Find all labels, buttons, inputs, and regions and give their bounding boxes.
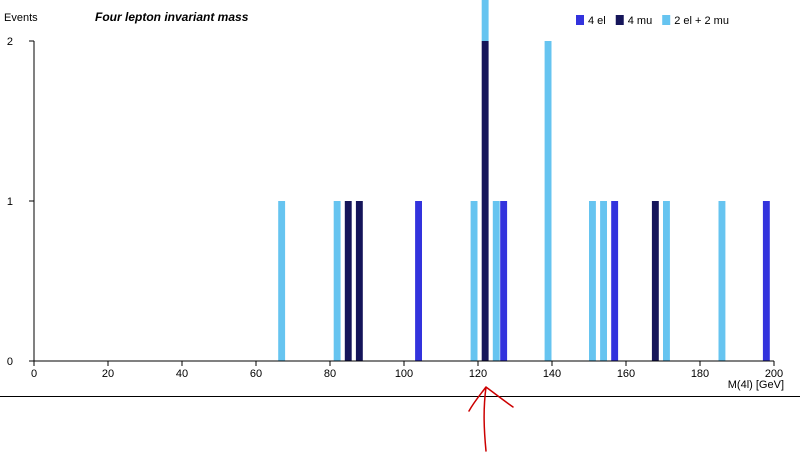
- legend-swatch: [615, 15, 624, 25]
- y-axis-label: Events: [4, 12, 38, 24]
- chart-svg: 0 20 40 60 80 100 120 140 160 180 200 0 1 2 Events Fo…: [4, 0, 784, 391]
- bar-2-el-2-mu: [544, 41, 552, 361]
- bar-4-el: [415, 201, 422, 361]
- x-tick-label: 100: [395, 368, 413, 380]
- y-tick-label: 0: [7, 356, 13, 368]
- bar-2-el-2-mu: [600, 201, 607, 361]
- bar-2-el-2-mu: [278, 201, 286, 361]
- bar-4-mu: [344, 201, 352, 361]
- x-tick-label: 200: [765, 368, 783, 380]
- bar-4-mu: [651, 201, 659, 361]
- bar-4-el: [762, 201, 770, 361]
- x-tick-label: 20: [102, 368, 114, 380]
- bar-2-el-2-mu: [663, 201, 670, 361]
- x-axis-label: M(4l) [GeV]: [728, 379, 784, 391]
- legend: 4 el 4 mu 2 el + 2 mu: [576, 15, 729, 27]
- y-tick-label: 1: [7, 196, 13, 208]
- x-tick-label: 40: [176, 368, 188, 380]
- legend-label: 4 el: [588, 15, 606, 27]
- bar-4-el: [611, 201, 619, 361]
- bar-2-el-2-mu: [470, 201, 478, 361]
- bar-2-el-2-mu: [718, 201, 726, 361]
- bar-4-mu: [355, 201, 363, 361]
- bar-2-el-2-mu: [481, 0, 489, 41]
- bar-4-mu: [481, 41, 489, 361]
- x-tick-label: 80: [324, 368, 336, 380]
- ticks-layer: 0 20 40 60 80 100 120 140 160 180 200 0 1 2: [7, 36, 783, 380]
- bar-2-el-2-mu: [333, 201, 341, 361]
- x-tick-label: 120: [469, 368, 487, 380]
- bar-2-el-2-mu: [589, 201, 596, 361]
- x-tick-label: 180: [691, 368, 709, 380]
- x-tick-label: 0: [31, 368, 37, 380]
- x-tick-label: 140: [543, 368, 561, 380]
- legend-label: 2 el + 2 mu: [674, 15, 729, 27]
- legend-swatch: [576, 15, 584, 25]
- x-tick-label: 160: [617, 368, 635, 380]
- legend-swatch: [662, 15, 671, 25]
- bar-4-el: [500, 201, 508, 361]
- y-tick-label: 2: [7, 36, 13, 48]
- chart-title: Four lepton invariant mass: [95, 10, 249, 24]
- x-tick-label: 60: [250, 368, 262, 380]
- bars-layer: [278, 0, 770, 361]
- legend-label: 4 mu: [628, 15, 652, 27]
- bar-2-el-2-mu: [492, 201, 500, 361]
- chart-frame: 0 20 40 60 80 100 120 140 160 180 200 0 1 2 Events Fo…: [0, 0, 800, 397]
